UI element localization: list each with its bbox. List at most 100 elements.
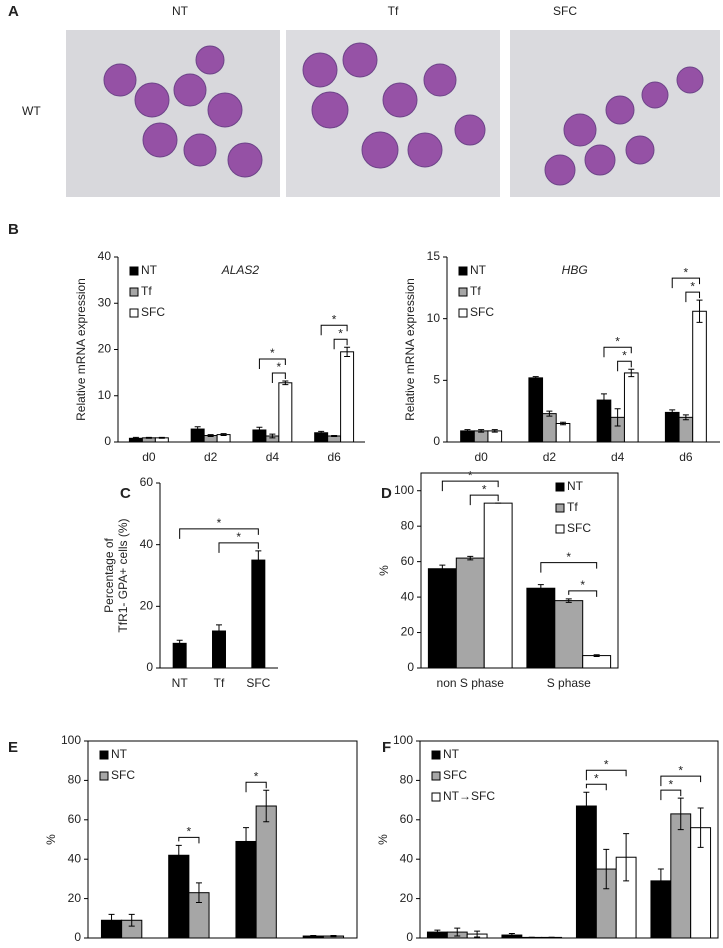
error-bar [263, 789, 270, 823]
legend-swatch [129, 266, 139, 276]
panel-label: B [8, 221, 19, 238]
significance-bracket [568, 590, 598, 597]
significance-label: * [622, 348, 627, 362]
error-bar [255, 550, 262, 570]
error-bar [623, 833, 630, 882]
bar [678, 416, 694, 443]
panel-label: F [382, 739, 391, 756]
error-bar [697, 807, 704, 848]
y-tick-label: 10 [98, 388, 112, 402]
annotation: ALAS2 [221, 263, 260, 277]
y-axis-label: Percentage of [102, 537, 116, 612]
y-tick-label: 40 [140, 537, 154, 551]
x-tick-label: NT [172, 676, 189, 690]
legend-swatch [99, 750, 109, 760]
x-tick-label: T-G- [110, 946, 134, 948]
panel-label: E [8, 739, 18, 756]
significance-bracket [179, 528, 259, 539]
bar [664, 411, 680, 443]
y-tick-label: 100 [393, 733, 413, 747]
error-bar [330, 934, 337, 938]
error-bar [243, 827, 250, 856]
y-tick-label: 20 [68, 891, 82, 905]
x-tick-label: T-G+ [310, 946, 337, 948]
error-bar [132, 436, 139, 440]
significance-label: * [254, 769, 259, 783]
x-tick-label: d6 [679, 450, 693, 464]
bar [427, 568, 457, 669]
legend-label: Tf [470, 284, 481, 298]
error-bar [331, 435, 338, 437]
x-tick-label: d2 [204, 450, 218, 464]
significance-label: * [678, 763, 683, 777]
error-bar [565, 598, 572, 603]
panel-label: C [120, 485, 131, 502]
panel-label: A [8, 3, 19, 20]
y-tick-label: 0 [104, 434, 111, 448]
x-tick-label: Tf [214, 676, 225, 690]
legend-swatch [458, 266, 468, 276]
bar [172, 642, 187, 669]
legend-swatch [431, 771, 441, 781]
error-bar [145, 436, 152, 439]
error-bar [439, 564, 446, 573]
y-tick-label: 40 [98, 249, 112, 263]
error-bar [175, 844, 182, 866]
error-bar [628, 368, 635, 378]
bar [670, 813, 692, 939]
error-bar [220, 433, 227, 437]
error-bar [128, 913, 135, 927]
error-bar [532, 376, 539, 380]
legend-swatch [555, 503, 565, 513]
bar [251, 559, 266, 669]
bar [692, 310, 707, 443]
x-tick-label: T+G+ [591, 946, 622, 948]
x-tick-label: T+G- [175, 946, 203, 948]
y-axis-label: % [377, 565, 391, 576]
legend-label: NT [141, 263, 158, 277]
y-tick-label: 80 [401, 518, 415, 532]
significance-label: * [604, 757, 609, 771]
error-bar [207, 434, 214, 437]
error-bar [682, 414, 689, 421]
y-tick-label: 30 [98, 295, 112, 309]
error-bar [491, 429, 498, 433]
significance-bracket [320, 324, 348, 336]
error-bar [696, 299, 703, 323]
legend-label: NT [470, 263, 487, 277]
y-tick-label: 20 [140, 599, 154, 613]
legend-label: Tf [141, 284, 152, 298]
y-axis-label: % [376, 834, 390, 845]
error-bar [176, 639, 183, 647]
y-tick-label: 5 [433, 373, 440, 387]
column-label: NT [172, 4, 189, 18]
y-tick-label: 10 [427, 311, 441, 325]
x-tick-label: non S phase [437, 676, 505, 690]
legend-swatch [458, 287, 468, 297]
error-bar [282, 380, 289, 386]
y-tick-label: 20 [401, 625, 415, 639]
significance-label: * [217, 516, 222, 530]
column-label: SFC [553, 4, 577, 18]
significance-label: * [332, 312, 337, 326]
significance-bracket [685, 291, 701, 303]
legend-label: SFC [567, 521, 591, 535]
error-bar [108, 913, 115, 927]
significance-bracket [245, 781, 267, 793]
y-axis-label: % [44, 834, 58, 845]
significance-label: * [594, 771, 599, 785]
significance-label: * [338, 326, 343, 340]
significance-label: * [187, 825, 192, 839]
significance-bracket [441, 480, 499, 492]
error-bar [657, 868, 664, 894]
error-bar [669, 409, 676, 416]
significance-bracket [585, 769, 627, 781]
significance-bracket [585, 783, 607, 791]
error-bar [600, 393, 607, 407]
error-bar [195, 882, 202, 904]
y-tick-label: 40 [401, 589, 415, 603]
bar [542, 413, 557, 443]
significance-bracket [617, 360, 632, 372]
x-tick-label: T-G- [445, 946, 469, 948]
y-tick-label: 40 [68, 851, 82, 865]
